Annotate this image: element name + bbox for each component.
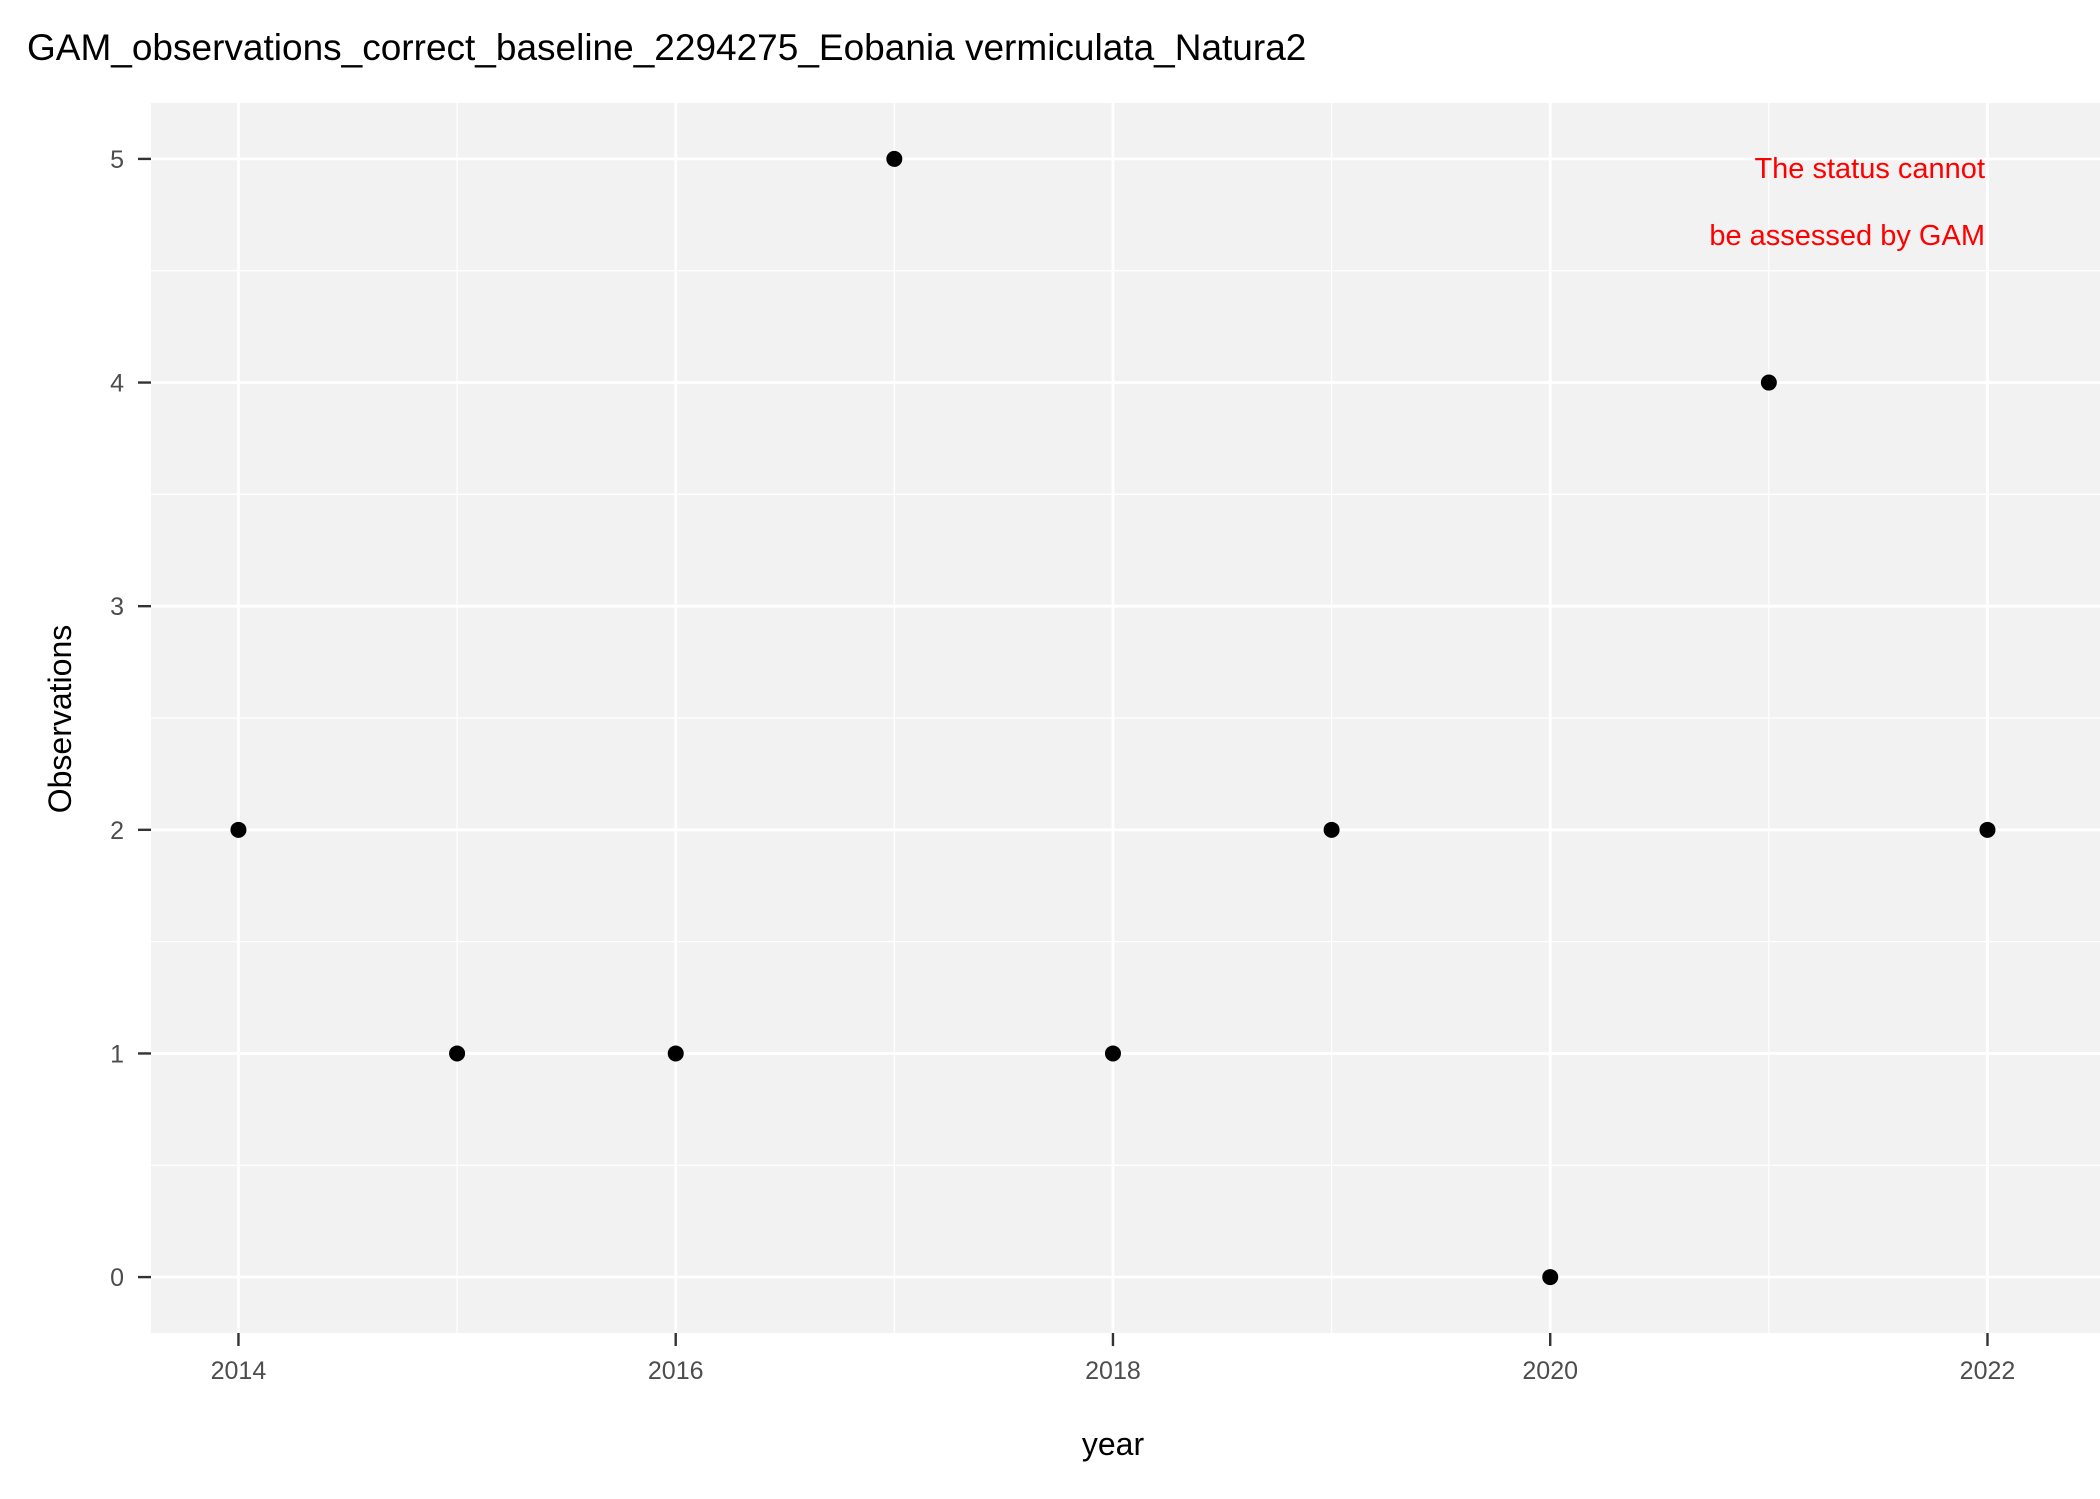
data-point xyxy=(886,150,903,167)
y-tick-label: 4 xyxy=(110,370,124,398)
data-point xyxy=(449,1045,466,1062)
annotation: The status cannot xyxy=(1754,153,1985,185)
x-tick-label: 2018 xyxy=(1085,1357,1141,1385)
x-tick-label: 2014 xyxy=(211,1357,267,1385)
data-point xyxy=(667,1045,684,1062)
data-point xyxy=(1104,1045,1121,1062)
data-point xyxy=(1760,374,1777,391)
annotation: be assessed by GAM xyxy=(1709,220,1985,252)
data-point xyxy=(230,821,247,838)
data-point xyxy=(1542,1269,1559,1286)
y-tick-label: 2 xyxy=(110,817,124,845)
y-axis-label: Observations xyxy=(42,625,78,814)
x-axis-label: year xyxy=(1082,1426,1145,1462)
x-tick-label: 2022 xyxy=(1960,1357,2016,1385)
data-point xyxy=(1323,821,1340,838)
x-tick-label: 2016 xyxy=(648,1357,704,1385)
y-tick-label: 3 xyxy=(110,593,124,621)
y-tick-label: 1 xyxy=(110,1040,124,1068)
data-point xyxy=(1979,821,1996,838)
x-tick-label: 2020 xyxy=(1522,1357,1578,1385)
y-tick-label: 0 xyxy=(110,1264,124,1292)
y-tick-label: 5 xyxy=(110,146,124,174)
chart-title: GAM_observations_correct_baseline_229427… xyxy=(27,27,1306,68)
